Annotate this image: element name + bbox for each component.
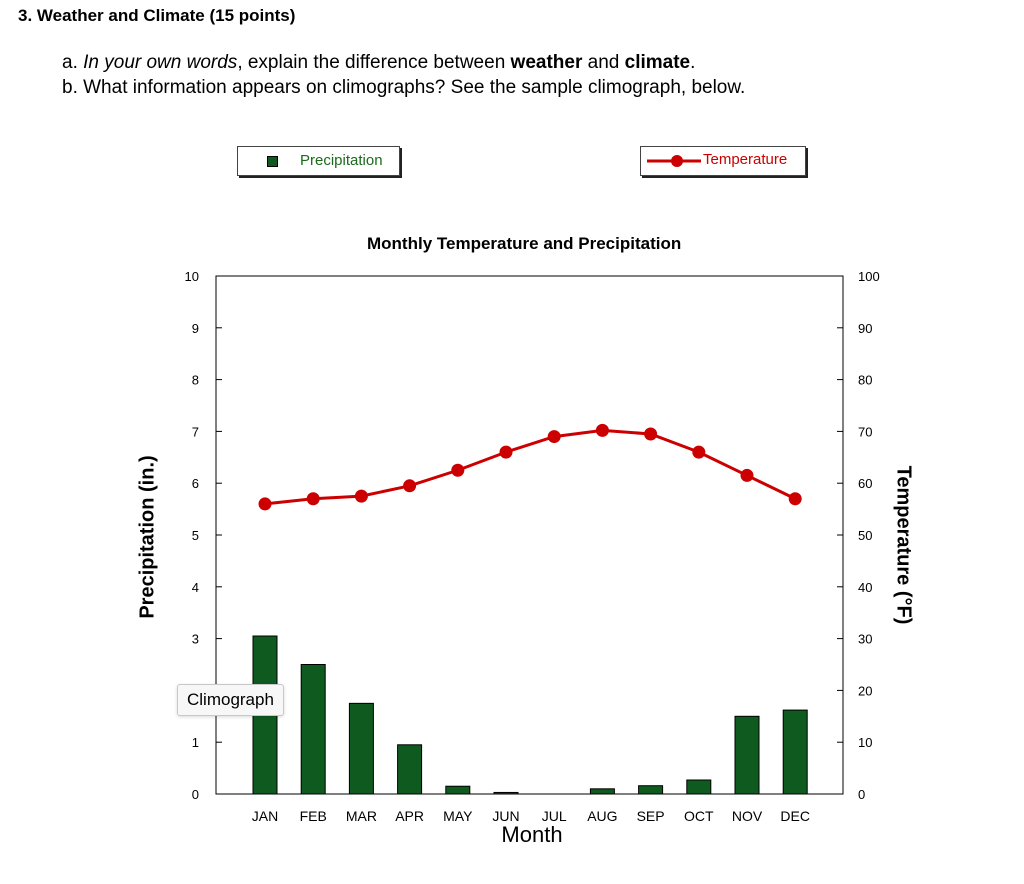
precipitation-bar <box>782 709 808 795</box>
precipitation-bar <box>638 785 664 795</box>
temperature-series-line <box>264 428 796 506</box>
month-label: DEC <box>780 808 810 824</box>
temperature-point <box>499 445 513 459</box>
right-tick-label: 20 <box>858 683 872 698</box>
right-tick-label: 40 <box>858 580 872 595</box>
month-label: SEP <box>637 808 665 824</box>
right-tick-label: 10 <box>858 735 872 750</box>
chart-title: Monthly Temperature and Precipitation <box>367 234 682 253</box>
month-label: JUL <box>542 808 567 824</box>
precipitation-bar <box>300 664 326 795</box>
right-tick-label: 70 <box>858 424 872 439</box>
month-label: FEB <box>300 808 327 824</box>
part-a-end: . <box>690 52 696 73</box>
left-tick-label: 3 <box>192 632 199 647</box>
left-tick-label: 1 <box>192 735 199 750</box>
part-a-italic: In your own words <box>83 52 238 73</box>
temperature-point <box>451 463 465 477</box>
month-label: OCT <box>684 808 714 824</box>
axis-ticks: 0123456789100102030405060708090100 <box>185 269 880 802</box>
question-part-b: b. What information appears on climograp… <box>62 77 746 98</box>
precipitation-bar <box>493 791 519 795</box>
question-part-a: a. In your own words, explain the differ… <box>62 52 695 74</box>
left-tick-label: 0 <box>192 787 199 802</box>
month-label: JUN <box>492 808 519 824</box>
temperature-point <box>306 492 320 506</box>
right-tick-label: 100 <box>858 269 880 284</box>
precipitation-bar <box>686 779 712 795</box>
left-tick-label: 5 <box>192 528 199 543</box>
temperature-point <box>740 468 754 482</box>
part-a-climate: climate <box>624 52 691 73</box>
right-tick-label: 0 <box>858 787 865 802</box>
precipitation-legend: Precipitation <box>237 146 400 176</box>
precipitation-bar <box>445 785 471 795</box>
part-a-weather: weather <box>510 52 583 73</box>
temperature-point <box>403 479 417 493</box>
question-heading: 3. Weather and Climate (15 points) <box>18 6 296 25</box>
right-tick-label: 80 <box>858 373 872 388</box>
temperature-point <box>258 497 272 511</box>
temperature-legend-label: Temperature <box>703 151 788 168</box>
right-tick-label: 50 <box>858 528 872 543</box>
precipitation-bar <box>589 788 615 795</box>
part-a-prefix: a. <box>62 52 84 73</box>
month-label: JAN <box>252 808 278 824</box>
left-tick-label: 8 <box>192 373 199 388</box>
left-tick-label: 6 <box>192 476 199 491</box>
left-tick-label: 10 <box>185 269 199 284</box>
left-tick-label: 7 <box>192 424 199 439</box>
y-axis-right-label: Temperature (°F) <box>892 465 915 625</box>
precipitation-bar <box>397 744 423 795</box>
temperature-line <box>258 423 802 511</box>
month-label: MAR <box>346 808 377 824</box>
month-label: APR <box>395 808 424 824</box>
temperature-legend-swatch <box>647 155 701 167</box>
precipitation-bar <box>734 715 760 795</box>
part-a-and: and <box>582 52 625 73</box>
month-label: MAY <box>443 808 473 824</box>
precipitation-legend-label: Precipitation <box>300 152 383 169</box>
right-tick-label: 30 <box>858 632 872 647</box>
right-tick-label: 60 <box>858 476 872 491</box>
temperature-point <box>644 427 658 441</box>
x-axis-label: Month <box>501 822 563 847</box>
month-label: NOV <box>732 808 763 824</box>
month-labels: JAN FEB MAR APR MAY JUN JUL AUG SEP OCT NOV DEC <box>252 808 810 824</box>
month-label: AUG <box>587 808 617 824</box>
right-tick-label: 90 <box>858 321 872 336</box>
temperature-point <box>595 423 609 437</box>
precipitation-legend-swatch <box>267 156 278 167</box>
y-axis-left-label: Precipitation (in.) <box>136 455 159 619</box>
temperature-point <box>788 492 802 506</box>
temperature-legend: Temperature <box>640 146 806 176</box>
part-a-middle: , explain the difference between <box>237 52 511 73</box>
left-tick-label: 9 <box>192 321 199 336</box>
climograph-tooltip: Climograph <box>177 684 284 716</box>
temperature-point <box>547 430 561 444</box>
precipitation-bars <box>252 635 808 795</box>
precipitation-bar <box>348 702 374 795</box>
temperature-point <box>354 489 368 503</box>
temperature-point <box>692 445 706 459</box>
left-tick-label: 4 <box>192 580 199 595</box>
